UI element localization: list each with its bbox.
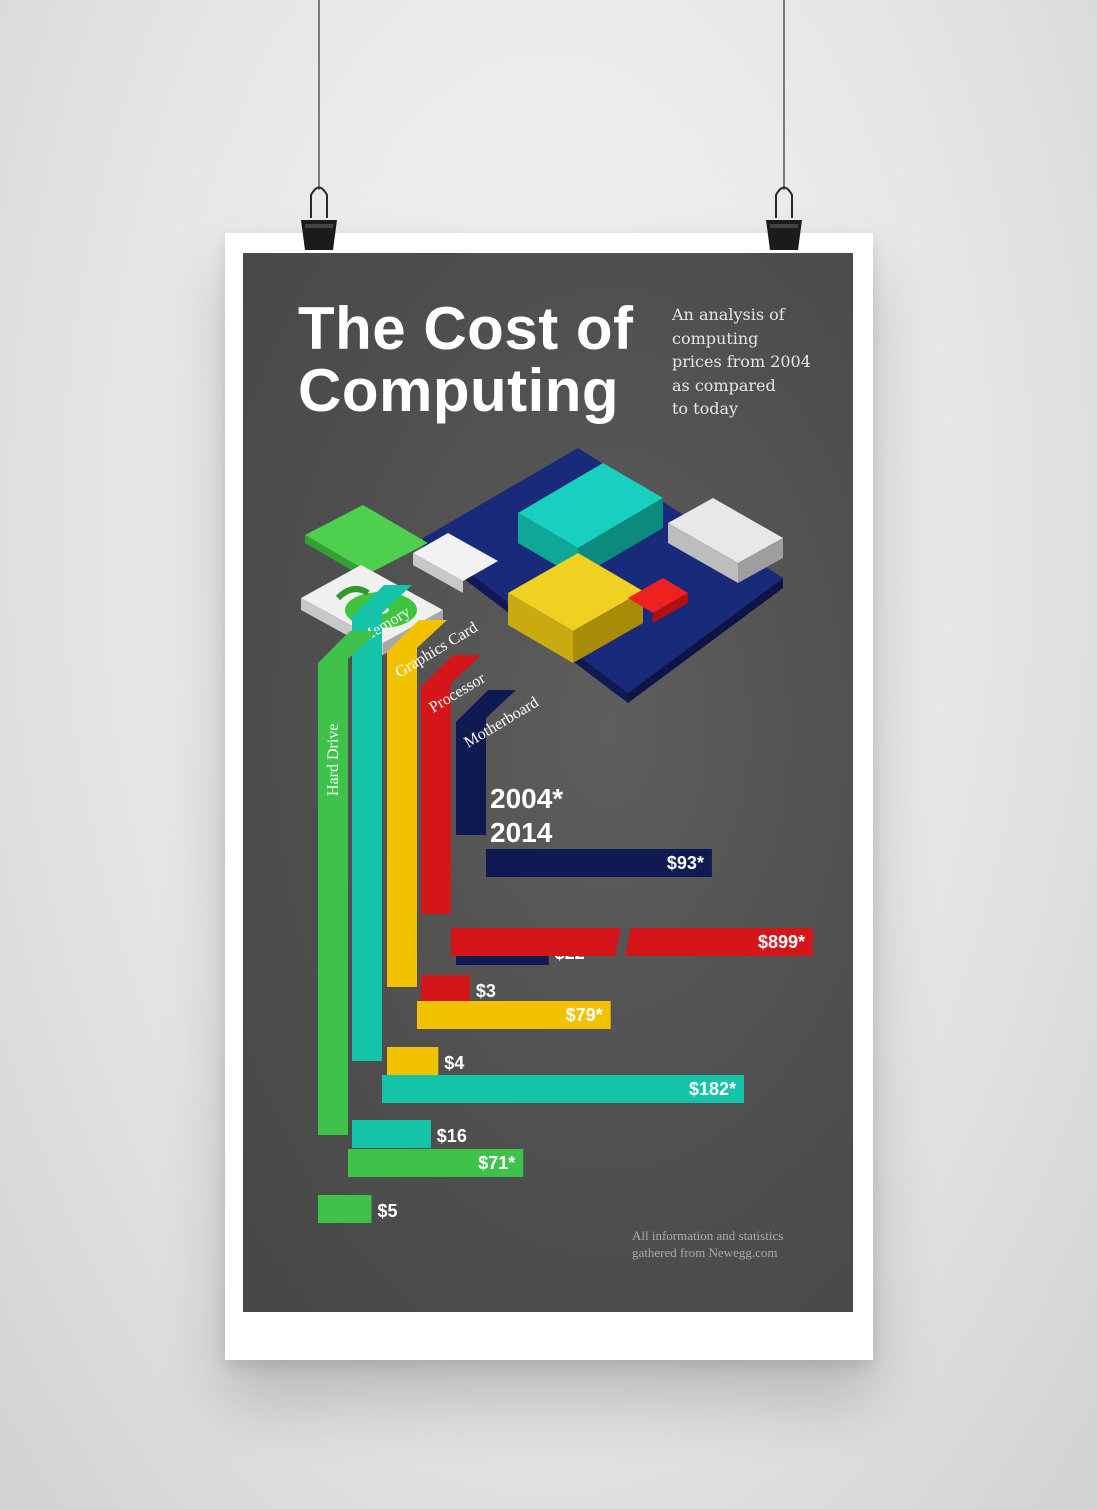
footnote-line: All information and statistics [632, 1228, 784, 1243]
cost-chart: Motherboard$93*$22Processor$899*$3Graphi… [301, 448, 813, 1223]
bar-stem [352, 585, 412, 1061]
title-line-1: The Cost of [298, 295, 634, 362]
axis-break [615, 927, 631, 957]
bar-stem [421, 655, 481, 914]
source-footnote: All information and statistics gathered … [632, 1227, 832, 1261]
bar-2014-base [352, 1120, 431, 1148]
motherboard-illustration [413, 448, 783, 703]
bar-group-processor: Processor$899*$3 [421, 655, 813, 1003]
value-label-2014: $4 [444, 1053, 464, 1073]
value-label-2014: $16 [437, 1126, 467, 1146]
subtitle-line: as compared [672, 375, 776, 395]
value-label-2014: $5 [378, 1201, 398, 1221]
value-label-2014: $3 [476, 981, 496, 1001]
bar-stem [456, 690, 516, 835]
bar-2004 [348, 1149, 524, 1177]
value-label-2004: $899* [758, 932, 805, 952]
bar-group-hard-drive: Hard Drive $71* $5 [318, 631, 524, 1223]
bar-2004 [417, 1001, 611, 1029]
footnote-line: gathered from Newegg.com [632, 1245, 778, 1260]
poster-title: The Cost of Computing [298, 298, 678, 422]
poster-subtitle: An analysis of computing prices from 200… [672, 303, 822, 421]
subtitle-line: prices from 2004 [672, 352, 811, 371]
category-label: Hard Drive [325, 724, 342, 796]
bar-2004 [486, 849, 712, 877]
bar-2014-base [387, 1047, 439, 1075]
subtitle-line: An analysis of [672, 305, 785, 324]
legend-2014: 2014 [490, 817, 553, 848]
legend: 2004* 2014 [490, 783, 563, 848]
value-label-2004: $182* [689, 1079, 736, 1099]
value-label-2004: $93* [667, 853, 704, 873]
bar-group-memory: Memory$182*$16 [352, 585, 744, 1148]
bars-layer: Motherboard$93*$22Processor$899*$3Graphi… [318, 585, 813, 1223]
value-label-2004: $71* [478, 1153, 515, 1173]
bar-2004 [451, 928, 813, 956]
bar-2014-base [421, 975, 470, 1003]
bar-2014-base [318, 1195, 372, 1223]
legend-2004: 2004* [490, 783, 563, 814]
bar-2004 [382, 1075, 744, 1103]
infographic-poster: The Cost of Computing An analysis of com… [243, 253, 853, 1312]
subtitle-line: computing [672, 328, 759, 348]
value-label-2004: $79* [566, 1005, 603, 1025]
bar-stem [387, 620, 447, 987]
subtitle-line: to today [672, 399, 739, 418]
title-line-2: Computing [298, 357, 620, 424]
bar-stem [318, 631, 378, 1135]
